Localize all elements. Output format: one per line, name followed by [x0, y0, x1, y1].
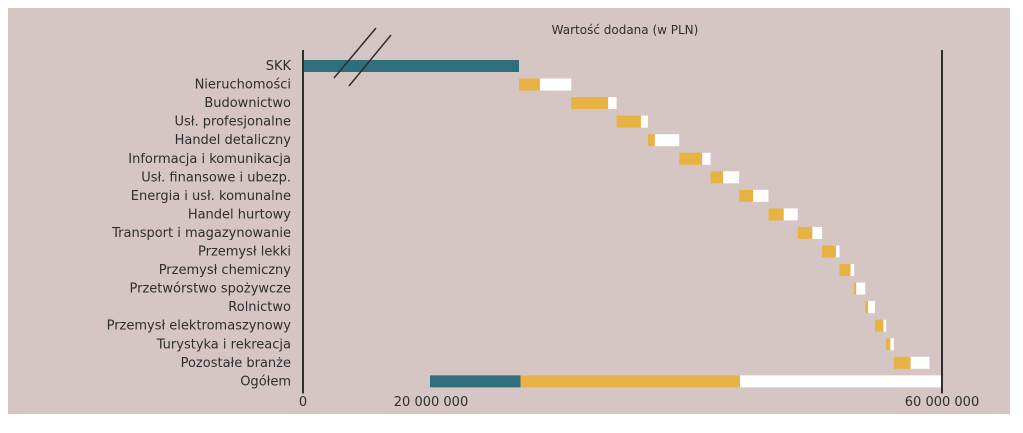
bar-segment-b	[640, 115, 648, 128]
bar-segment-a	[710, 171, 724, 184]
bar-segment-a	[679, 152, 703, 165]
category-label: Handel hurtowy	[188, 207, 291, 222]
category-label: Transport i magazynowanie	[111, 226, 291, 241]
bar-segment-b	[850, 264, 855, 277]
bar-segment-a	[768, 208, 784, 221]
x-tick-label: 20 000 000	[394, 395, 468, 410]
bar-segment-b	[910, 356, 930, 369]
bar-total-skk	[430, 375, 521, 388]
bar-total-b	[740, 375, 942, 388]
bar-segment-b	[723, 171, 740, 184]
axis-break-mark	[333, 27, 377, 79]
bar-segment-a	[886, 338, 891, 351]
bar-segment-a	[739, 189, 754, 202]
bar-segment-a	[893, 356, 911, 369]
category-label: SKK	[266, 59, 292, 74]
category-label: Ogółem	[240, 374, 291, 389]
bar-segment-a	[822, 245, 837, 258]
category-label: Usł. profesjonalne	[175, 115, 291, 130]
bar-segment-b	[753, 189, 769, 202]
category-label: Przemysł elektromaszynowy	[107, 319, 292, 334]
bar-segment-a	[839, 264, 851, 277]
bar-segment-b	[539, 78, 572, 91]
bar-total-a	[520, 375, 741, 388]
bar-skk	[303, 60, 519, 72]
category-label: Pozostałe branże	[181, 356, 291, 371]
bar-segment-b	[890, 338, 894, 351]
bar-segment-b	[856, 282, 866, 295]
category-label: Budownictwo	[204, 96, 291, 111]
bar-segment-b	[783, 208, 798, 221]
bar-segment-a	[854, 282, 857, 295]
category-label: Usł. finansowe i ubezp.	[141, 170, 291, 185]
category-label: Informacja i komunikacja	[128, 152, 291, 167]
x-tick-label: 0	[299, 395, 307, 410]
axis-break-mark	[348, 34, 392, 87]
bar-segment-b	[608, 97, 617, 110]
bar-segment-b	[812, 226, 823, 239]
bar-segment-a	[571, 97, 609, 110]
bar-segment-b	[883, 319, 887, 332]
chart-title: Wartość dodana (w PLN)	[552, 23, 699, 37]
chart-panel: Wartość dodana (w PLN) SKK Nieruchomości B…	[8, 8, 1010, 414]
bar-segment-b	[702, 152, 711, 165]
category-label: Przemysł chemiczny	[159, 263, 292, 278]
bar-segment-a	[875, 319, 884, 332]
bar-segment-b	[654, 134, 680, 147]
bar-segment-a	[519, 78, 540, 91]
category-label: Przemysł lekki	[198, 245, 291, 260]
bar-segment-b	[868, 301, 876, 314]
category-label: Nieruchomości	[195, 78, 291, 93]
category-label: Handel detaliczny	[175, 133, 292, 148]
category-label: Rolnictwo	[228, 300, 291, 315]
bar-segment-a	[865, 301, 869, 314]
x-tick-label: 60 000 000	[905, 395, 979, 410]
bar-segment-a	[647, 134, 655, 147]
bar-segment-b	[836, 245, 840, 258]
bar-segment-a	[616, 115, 641, 128]
category-label: Turystyka i rekreacja	[156, 337, 291, 352]
category-label: Energia i usł. komunalne	[131, 189, 291, 204]
bar-segment-a	[797, 226, 813, 239]
waterfall-chart: Wartość dodana (w PLN) SKK Nieruchomości B…	[107, 23, 980, 410]
category-label: Przetwórstwo spożywcze	[130, 282, 292, 297]
